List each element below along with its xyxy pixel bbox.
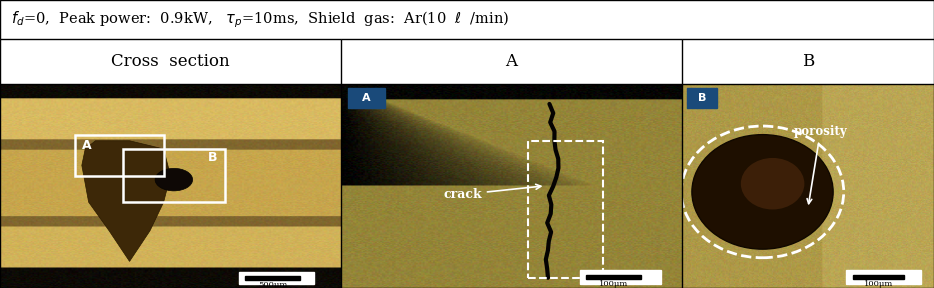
Text: porosity: porosity: [794, 125, 847, 204]
Text: crack: crack: [443, 184, 541, 201]
Text: B: B: [801, 53, 814, 70]
Circle shape: [741, 158, 804, 209]
Bar: [529, 141, 603, 278]
Text: Cross  section: Cross section: [111, 53, 230, 70]
Bar: [686, 88, 717, 108]
Text: A: A: [362, 93, 371, 103]
Bar: [579, 270, 661, 284]
Text: B: B: [698, 93, 706, 103]
Circle shape: [692, 135, 833, 249]
Text: B: B: [208, 151, 218, 164]
Text: 100μm: 100μm: [599, 280, 629, 288]
Polygon shape: [82, 141, 170, 262]
Text: A: A: [505, 53, 517, 70]
Text: A: A: [82, 139, 92, 152]
Text: 500μm: 500μm: [258, 281, 288, 288]
Bar: [246, 276, 300, 280]
Bar: [587, 275, 641, 279]
Bar: [854, 275, 904, 279]
Bar: [239, 272, 314, 284]
Text: 100μm: 100μm: [864, 280, 893, 288]
Text: $f_{d}$=0,  Peak power:  0.9kW,   $\tau_{p}$=10ms,  Shield  gas:  Ar(10  $\ell$ : $f_{d}$=0, Peak power: 0.9kW, $\tau_{p}$…: [11, 9, 510, 30]
Bar: [122, 149, 225, 202]
Bar: [347, 88, 385, 108]
Bar: [846, 270, 921, 284]
Circle shape: [155, 168, 192, 191]
Bar: [75, 135, 163, 176]
